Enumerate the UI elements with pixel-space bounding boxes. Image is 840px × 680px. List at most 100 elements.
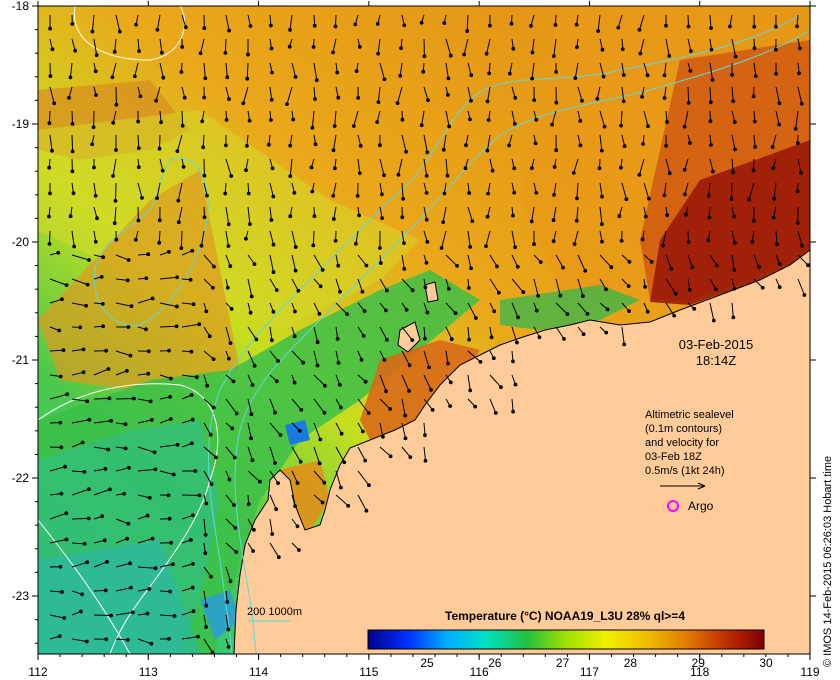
velocity-arrow-head [131, 610, 135, 615]
velocity-arrow-head [619, 238, 624, 243]
velocity-arrow-head [361, 334, 366, 338]
velocity-arrow [709, 302, 715, 321]
velocity-arrow-head [355, 194, 360, 198]
velocity-arrow [71, 419, 90, 424]
velocity-arrow-head [489, 335, 494, 340]
velocity-arrow-head [617, 214, 622, 219]
velocity-arrow-head [395, 101, 400, 106]
velocity-arrow [753, 254, 760, 268]
velocity-arrow-head [106, 367, 111, 371]
velocity-arrow [71, 278, 88, 286]
velocity-arrow [225, 206, 230, 225]
velocity-arrow-head [429, 388, 433, 392]
velocity-arrow-head [799, 170, 803, 175]
velocity-arrow-head [60, 590, 64, 594]
velocity-arrow-head [333, 238, 338, 243]
velocity-arrow-head [367, 483, 371, 488]
velocity-arrow-head [605, 307, 610, 312]
velocity-arrow-head [126, 521, 131, 526]
velocity-arrow-head [732, 214, 736, 219]
velocity-arrow-head [205, 383, 210, 388]
velocity-arrow [93, 38, 98, 56]
velocity-arrow-head [252, 528, 256, 532]
velocity-arrow-head [425, 240, 430, 244]
velocity-arrow-head [571, 171, 576, 175]
velocity-arrow [796, 14, 799, 27]
velocity-arrow-head [339, 485, 343, 490]
velocity-arrow [357, 446, 366, 461]
velocity-arrow [617, 14, 623, 28]
velocity-arrow-head [463, 166, 468, 171]
velocity-arrow-head [732, 268, 737, 272]
x-tick-label: 116 [470, 665, 489, 679]
velocity-arrow [112, 110, 117, 123]
x-tick-label: 113 [139, 665, 158, 679]
velocity-arrow-head [234, 411, 239, 416]
velocity-arrow-head [251, 549, 256, 553]
velocity-arrow-head [638, 51, 643, 56]
velocity-arrow [379, 278, 388, 291]
velocity-arrow-head [209, 574, 213, 579]
velocity-arrow [379, 374, 387, 392]
velocity-arrow [397, 158, 403, 175]
velocity-arrow [159, 444, 178, 448]
velocity-arrow-head [665, 213, 670, 218]
velocity-arrow-head [128, 561, 133, 566]
velocity-arrow [269, 542, 280, 558]
velocity-arrow [225, 62, 228, 78]
velocity-arrow-head [288, 174, 293, 179]
velocity-arrow-head [469, 73, 474, 78]
velocity-arrow-head [315, 363, 320, 368]
velocity-arrow [775, 110, 780, 125]
velocity-arrow [401, 422, 406, 439]
velocity-arrow-head [224, 143, 228, 148]
velocity-arrow [177, 182, 183, 201]
velocity-arrow [181, 323, 200, 328]
velocity-arrow [357, 158, 361, 174]
velocity-arrow [335, 446, 345, 463]
velocity-arrow [731, 158, 734, 173]
velocity-arrow-head [339, 431, 344, 436]
velocity-arrow [795, 110, 799, 129]
velocity-arrow-head [474, 316, 478, 320]
velocity-arrow-head [113, 199, 118, 203]
velocity-arrow-head [400, 117, 405, 122]
velocity-arrow-head [423, 285, 428, 290]
velocity-arrow-head [169, 540, 174, 545]
velocity-arrow [71, 561, 88, 568]
velocity-arrow [335, 278, 341, 292]
velocity-arrow-head [64, 537, 69, 542]
x-tick-label: 114 [249, 665, 268, 679]
velocity-arrow-head [248, 222, 252, 227]
velocity-arrow-head [445, 173, 450, 178]
velocity-arrow-head [578, 119, 583, 123]
velocity-arrow [621, 326, 625, 345]
velocity-arrow-head [627, 259, 632, 264]
velocity-arrow-head [87, 487, 91, 492]
velocity-arrow [48, 110, 51, 124]
velocity-arrow-head [425, 310, 430, 315]
velocity-arrow-head [109, 613, 113, 618]
velocity-arrow-head [469, 266, 473, 271]
velocity-arrow-head [396, 172, 401, 177]
legend-line-4: 03-Feb 18Z [645, 451, 702, 463]
velocity-arrow-head [345, 312, 350, 317]
velocity-arrow [423, 350, 430, 368]
velocity-arrow [423, 86, 429, 101]
velocity-arrow-head [58, 374, 63, 379]
velocity-arrow [423, 422, 426, 436]
velocity-arrow [334, 110, 337, 127]
velocity-arrow-head [447, 124, 452, 129]
velocity-arrow-head [191, 513, 195, 518]
velocity-arrow-head [126, 325, 131, 329]
velocity-arrow [401, 350, 411, 366]
velocity-arrow-head [250, 383, 255, 387]
velocity-arrow-head [486, 118, 491, 122]
velocity-arrow [621, 62, 625, 76]
velocity-arrow-head [775, 242, 779, 247]
velocity-arrow-head [364, 263, 369, 268]
velocity-arrow-head [269, 118, 273, 122]
velocity-arrow-head [160, 50, 164, 55]
velocity-arrow [203, 278, 214, 289]
velocity-arrow [203, 446, 217, 458]
